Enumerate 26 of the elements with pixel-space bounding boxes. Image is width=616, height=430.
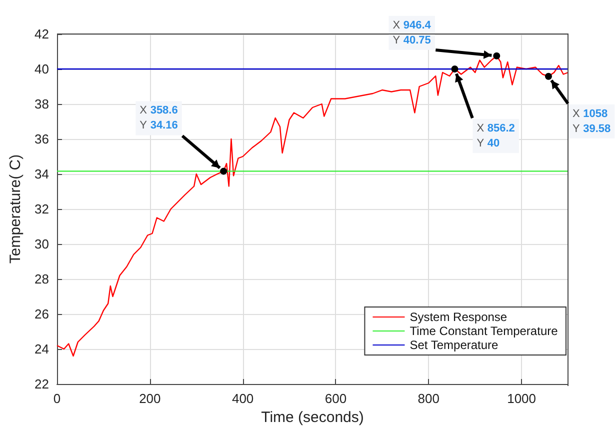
y-tick-label: 32: [34, 202, 49, 216]
y-tick-label: 34: [34, 166, 49, 182]
legend-label: System Response: [410, 310, 508, 324]
legend-label: Set Temperature: [410, 338, 499, 352]
y-tick-label: 28: [34, 272, 49, 286]
y-tick-label: 30: [34, 236, 49, 252]
y-tick-label: 38: [34, 96, 49, 112]
x-tick-label: 1000: [507, 391, 536, 406]
x-tick-label: 800: [418, 391, 440, 406]
y-axis-title: Temperature( C): [7, 154, 24, 264]
y-tick-label: 26: [34, 306, 49, 322]
y-tick-label: 42: [34, 26, 49, 42]
x-tick-label: 200: [139, 391, 161, 406]
x-tick-label: 0: [53, 391, 61, 406]
annotation: X 946.4 Y 40.75: [392, 19, 432, 46]
y-tick-label: 36: [34, 132, 49, 146]
x-tick-label: 400: [232, 391, 254, 406]
y-tick-label: 40: [34, 62, 49, 76]
x-tick-label: 600: [324, 391, 347, 406]
y-tick-label: 24: [34, 342, 49, 356]
legend-label: Time Constant Temperature: [410, 324, 558, 338]
x-axis-title: Time (seconds): [261, 409, 364, 426]
y-tick-label: 22: [34, 376, 49, 392]
annotation: X 358.6 Y 34.16: [140, 104, 178, 132]
annotation: X 1058 Y 39.58: [572, 108, 611, 135]
annotation: X 856.2 Y 40: [476, 122, 515, 150]
